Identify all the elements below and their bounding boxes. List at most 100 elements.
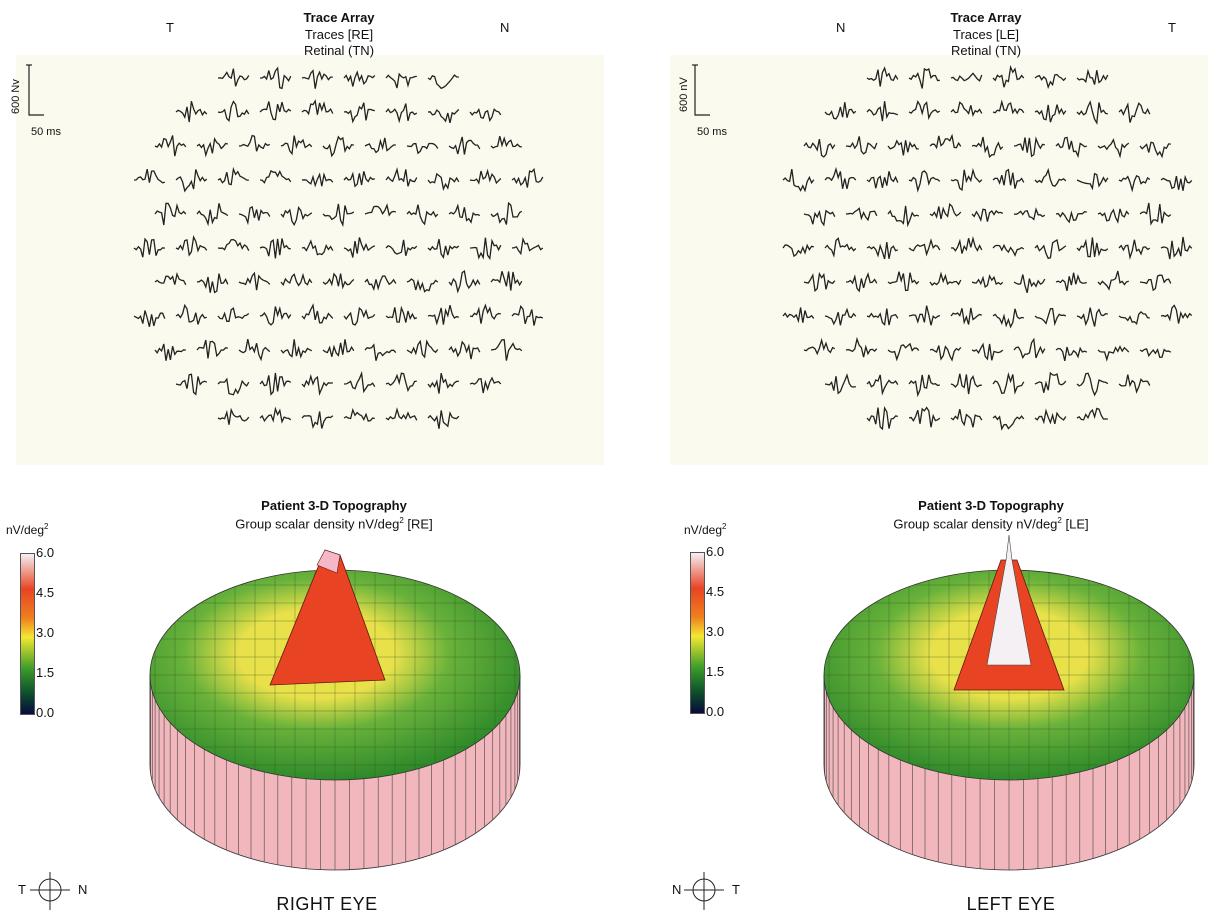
left-scale-time: 50 ms: [697, 126, 727, 138]
waveform-trace: [1076, 307, 1108, 327]
waveform-trace: [1139, 274, 1172, 292]
waveform-trace: [322, 135, 354, 158]
waveform-trace: [866, 66, 899, 87]
waveform-trace: [133, 168, 165, 184]
right-trace-subtitle: Traces [RE]: [304, 27, 374, 42]
left-scale-voltage: 600 nV: [678, 77, 690, 112]
left-scale-bar: [692, 64, 710, 116]
waveform-trace: [196, 339, 228, 359]
waveform-trace: [406, 204, 439, 226]
right-eye-panel: T N Trace Array Traces [RE] Retinal (TN)…: [6, 10, 604, 914]
waveform-trace: [238, 271, 271, 291]
waveform-trace: [511, 304, 544, 326]
waveform-trace: [1160, 174, 1193, 191]
waveform-trace: [175, 169, 208, 193]
left-colorbar: [690, 552, 705, 714]
waveform-trace: [1034, 167, 1067, 187]
waveform-trace: [490, 201, 523, 225]
waveform-trace: [280, 339, 313, 359]
waveform-trace: [908, 170, 941, 193]
waveform-trace: [1034, 238, 1067, 260]
waveform-trace: [448, 269, 481, 294]
waveform-trace: [385, 407, 418, 421]
waveform-trace: [866, 242, 899, 260]
waveform-trace: [992, 168, 1025, 189]
waveform-trace: [887, 139, 919, 156]
waveform-trace: [1013, 207, 1046, 221]
right-trace-array: [133, 66, 544, 430]
waveform-trace: [782, 168, 815, 193]
waveform-trace: [929, 133, 962, 150]
left-trace-side-right: T: [1168, 20, 1176, 35]
waveform-trace: [866, 374, 899, 396]
waveform-trace: [301, 373, 333, 396]
waveform-trace: [175, 101, 208, 123]
waveform-trace: [1118, 239, 1151, 260]
right-scale-bar: [26, 64, 44, 116]
waveform-trace: [845, 272, 878, 293]
waveform-trace: [343, 171, 375, 188]
waveform-trace: [1055, 136, 1087, 159]
waveform-trace: [782, 307, 815, 324]
waveform-trace: [824, 166, 857, 190]
waveform-trace: [133, 237, 165, 258]
waveform-trace: [1013, 337, 1046, 360]
waveform-trace: [260, 66, 292, 90]
right-trace-area: [16, 55, 604, 465]
waveform-trace: [929, 202, 962, 220]
waveform-trace: [971, 274, 1004, 288]
waveform-trace: [196, 137, 228, 158]
right-colorbar-unit: nV/deg2: [6, 522, 49, 537]
waveform-trace: [1139, 202, 1172, 226]
waveform-trace: [887, 342, 920, 362]
waveform-trace: [929, 271, 962, 286]
waveform-trace: [301, 69, 333, 89]
waveform-trace: [217, 68, 250, 87]
waveform-trace: [1055, 210, 1087, 224]
left-trace-area: [670, 55, 1208, 465]
waveform-trace: [992, 243, 1025, 257]
waveform-trace: [1034, 371, 1067, 393]
waveform-trace: [1076, 407, 1108, 421]
waveform-trace: [448, 136, 481, 155]
waveform-trace: [448, 340, 481, 360]
left-3d-topography: [823, 534, 1195, 871]
waveform-trace: [887, 271, 920, 292]
left-trace-title: Trace Array: [950, 10, 1022, 25]
waveform-trace: [866, 171, 899, 189]
waveform-trace: [385, 239, 418, 256]
waveform-trace: [490, 136, 522, 149]
waveform-trace: [803, 337, 836, 356]
waveform-trace: [385, 372, 417, 393]
waveform-trace: [1055, 346, 1088, 362]
waveform-trace: [154, 271, 187, 286]
waveform-trace: [427, 410, 460, 429]
waveform-trace: [1139, 141, 1171, 159]
waveform-trace: [490, 339, 523, 361]
waveform-trace: [1076, 372, 1109, 397]
waveform-trace: [133, 310, 166, 327]
waveform-trace: [1034, 104, 1067, 123]
waveform-trace: [992, 415, 1025, 431]
right-trace-side-right: N: [500, 20, 510, 35]
waveform-trace: [301, 239, 334, 256]
waveform-trace: [845, 207, 878, 222]
waveform-trace: [322, 272, 355, 290]
waveform-trace: [1118, 102, 1151, 123]
waveform-trace: [364, 137, 396, 154]
waveform-trace: [950, 409, 983, 428]
waveform-trace: [175, 373, 208, 396]
waveform-trace: [154, 343, 186, 361]
topography-peak-tip: [986, 534, 1032, 666]
waveform-trace: [301, 411, 334, 430]
colorbar-tick-label: 4.5: [706, 584, 725, 599]
waveform-trace: [322, 339, 355, 357]
waveform-trace: [259, 169, 292, 184]
right-trace-retinal: Retinal (TN): [303, 43, 375, 58]
waveform-trace: [217, 100, 250, 123]
waveform-trace: [1034, 408, 1067, 425]
left-eye-label: LEFT EYE: [966, 894, 1056, 914]
right-trace-title: Trace Array: [303, 10, 375, 25]
waveform-trace: [511, 236, 544, 256]
waveform-trace: [469, 303, 501, 324]
